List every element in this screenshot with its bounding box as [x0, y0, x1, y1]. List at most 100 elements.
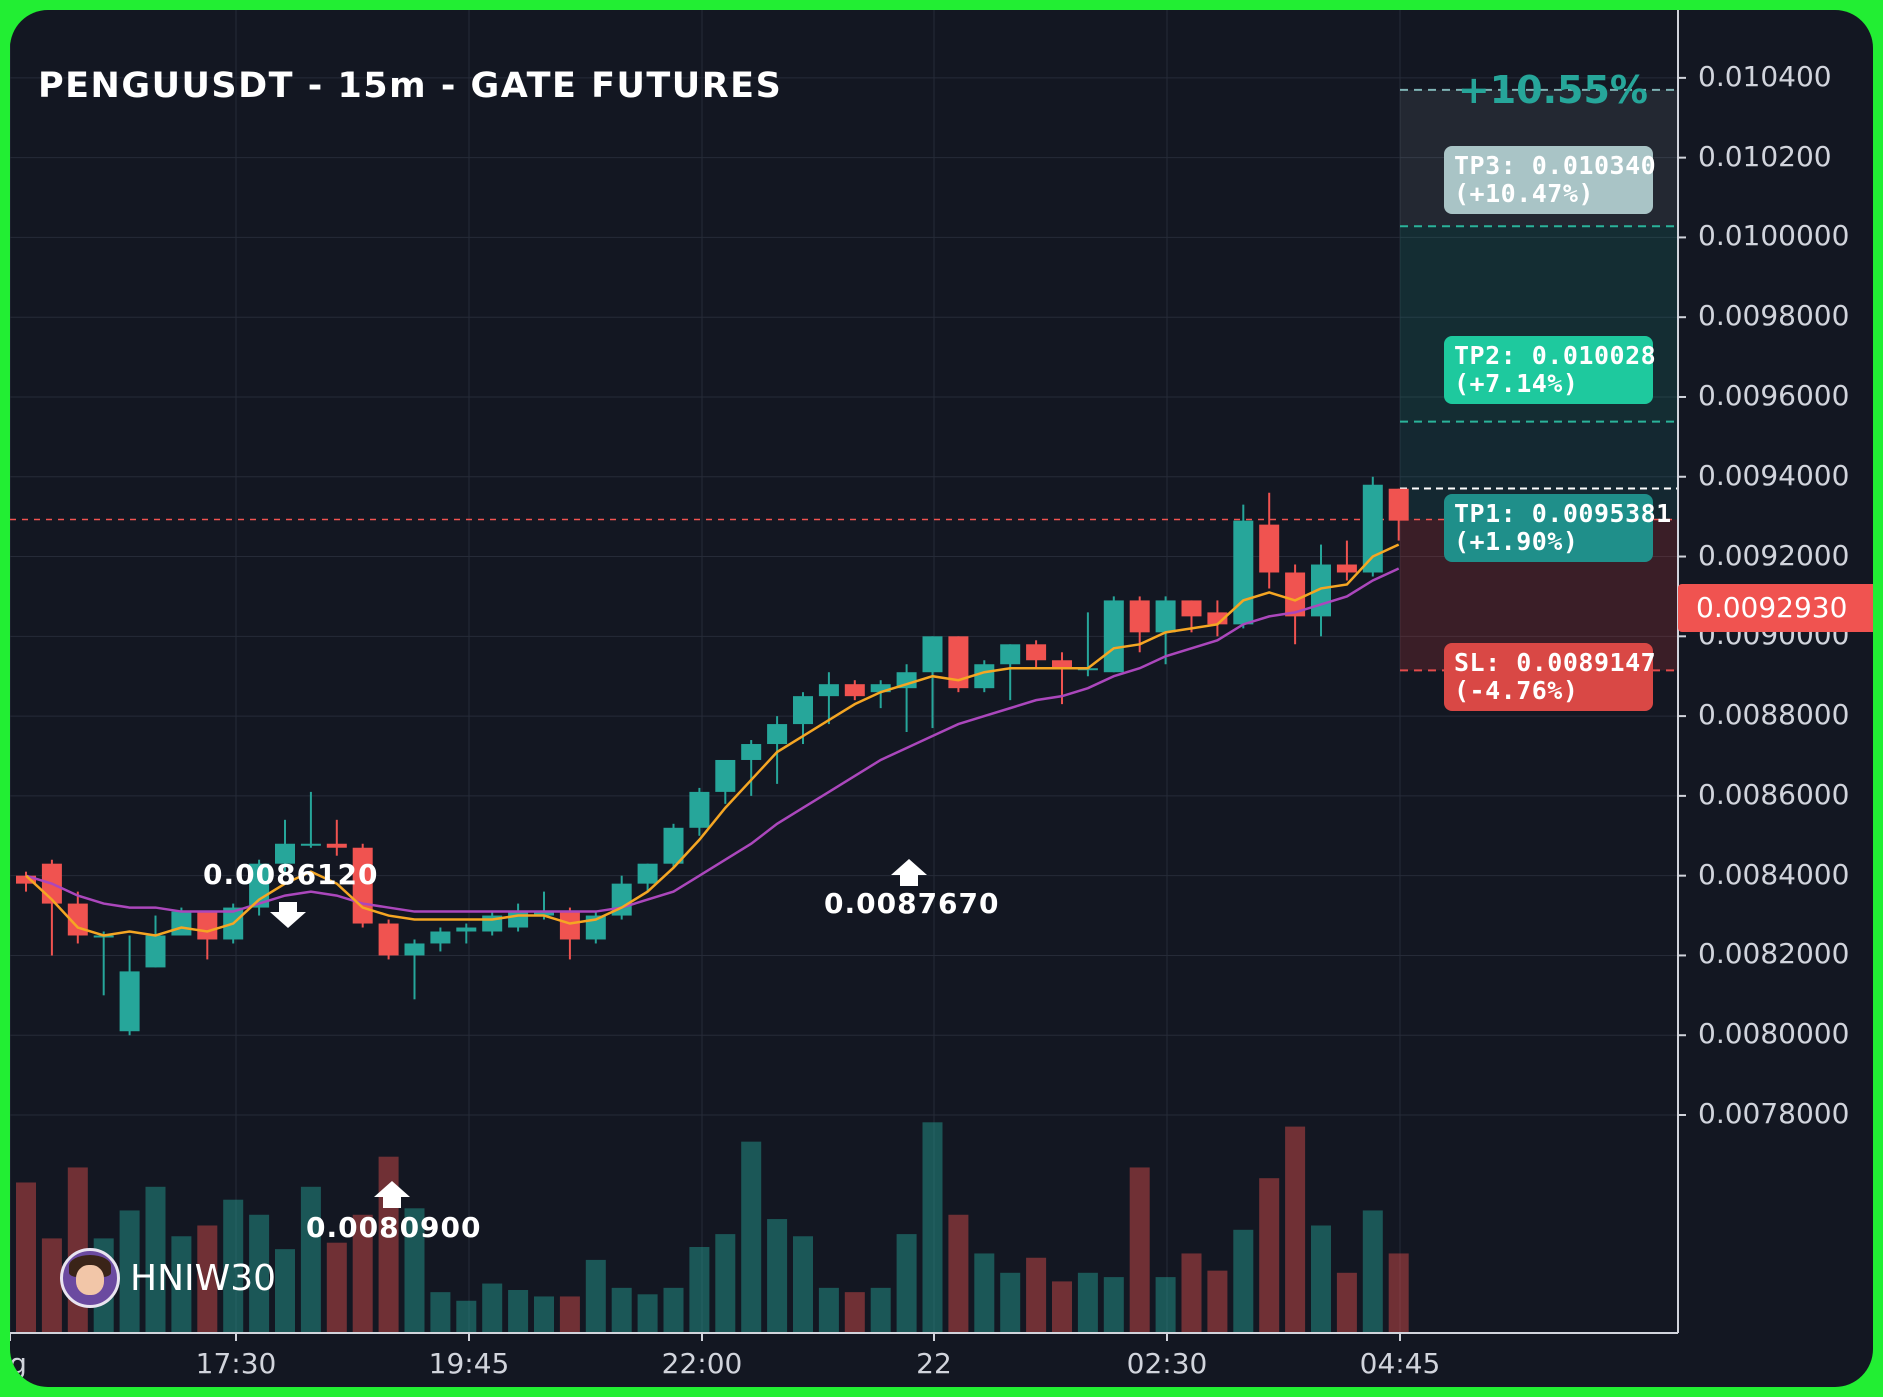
chart-title: PENGUUSDT - 15m - GATE FUTURES — [38, 66, 783, 106]
tp3-box: TP3: 0.010340 (+10.47%) — [1444, 146, 1657, 214]
candle-body — [715, 759, 736, 792]
arrow-down-icon — [270, 902, 306, 928]
candle-body — [145, 935, 166, 968]
candle-body — [948, 636, 969, 689]
candle-body — [974, 664, 995, 689]
volume-bar — [482, 1283, 503, 1333]
price-tick-label: 0.010400 — [1698, 59, 1832, 93]
tp-sl-zones — [10, 88, 1678, 672]
tp3-percent: (+10.47%) — [1454, 179, 1594, 208]
chart-frame: PENGUUSDT - 15m - GATE FUTURES +10.55% T… — [10, 10, 1873, 1387]
tp1-percent: (+1.90%) — [1454, 527, 1579, 556]
axes — [10, 10, 1686, 1341]
volume-bar — [1129, 1167, 1150, 1333]
candles — [16, 476, 1409, 1036]
candle-body — [870, 684, 891, 693]
sl-percent: (-4.76%) — [1454, 676, 1579, 705]
volume-bar — [145, 1186, 166, 1333]
volume-bar — [508, 1290, 529, 1333]
candle-body — [404, 943, 425, 956]
volume-bar — [611, 1287, 632, 1333]
volume-bar — [948, 1214, 969, 1333]
volume-bar — [16, 1182, 36, 1333]
volume-bar — [844, 1292, 865, 1333]
volume-bar — [1155, 1277, 1176, 1333]
candle-body — [378, 923, 399, 956]
price-tick-label: 0.0088000 — [1698, 698, 1850, 732]
candle-body — [456, 927, 477, 932]
volume-bar — [896, 1234, 917, 1333]
candle-body — [1000, 644, 1021, 665]
candle-body — [793, 696, 813, 725]
volume-bar — [326, 1242, 347, 1333]
candle-body — [1388, 488, 1409, 521]
volume-bar — [1000, 1272, 1021, 1333]
candle-body — [1336, 564, 1357, 573]
volume-bar — [974, 1253, 995, 1333]
price-tick-label: 0.0098000 — [1698, 299, 1850, 333]
candle-body — [663, 827, 684, 864]
time-tick-label: 22:00 — [661, 1347, 743, 1380]
candle-body — [922, 636, 943, 673]
arrow-up-icon — [374, 1181, 410, 1208]
watermark-text: HNIW30 — [130, 1257, 277, 1299]
price-tick-label: 0.0096000 — [1698, 378, 1850, 412]
candle-body — [67, 903, 88, 936]
ema-lines — [25, 543, 1400, 937]
price-tick-label: 0.0092000 — [1698, 538, 1850, 572]
low-marker-label: 0.0080900 — [306, 1211, 482, 1244]
time-tick-label: 04:45 — [1359, 1347, 1441, 1380]
target-percent: +10.55% — [1457, 68, 1648, 112]
volume-bar — [456, 1300, 477, 1333]
candle-body — [1233, 520, 1254, 625]
candle-body — [559, 911, 580, 940]
volume-bar — [41, 1238, 62, 1333]
volume-bar — [378, 1156, 399, 1333]
candle-body — [767, 724, 788, 745]
candle-body — [508, 911, 529, 928]
volume-bar — [689, 1247, 710, 1333]
candle-body — [275, 843, 295, 864]
tp2-box: TP2: 0.010028 (+7.14%) — [1444, 336, 1657, 404]
tp3-price: TP3: 0.010340 — [1454, 151, 1657, 180]
volume-bar — [1233, 1229, 1254, 1333]
price-tick-label: 0.0082000 — [1698, 937, 1850, 971]
tp2-percent: (+7.14%) — [1454, 369, 1579, 398]
volume-bar — [715, 1234, 736, 1333]
tp1-box: TP1: 0.0095381 (+1.90%) — [1444, 494, 1671, 562]
volume-bar — [741, 1141, 762, 1333]
volume-bar — [922, 1122, 943, 1333]
current-price-tag: 0.0092930 — [1678, 584, 1873, 632]
entry-marker-label: 0.0087670 — [824, 887, 1000, 920]
arrow-up-icon — [891, 859, 927, 886]
candle-body — [1207, 612, 1228, 625]
volume-bar — [870, 1287, 891, 1333]
candle-body — [1103, 600, 1124, 673]
time-tick-label: 19:45 — [428, 1347, 510, 1380]
candle-body — [896, 672, 917, 689]
volume-bar — [1362, 1210, 1383, 1333]
volume-bar — [171, 1236, 192, 1333]
volume-bar — [793, 1236, 813, 1333]
volume-bar — [663, 1287, 684, 1333]
price-tick-label: 0.0084000 — [1698, 857, 1850, 891]
volume-bar — [352, 1214, 373, 1333]
tp2-price: TP2: 0.010028 — [1454, 341, 1657, 370]
candle-body — [171, 911, 192, 936]
volume-bar — [1052, 1281, 1072, 1333]
candle-body — [1285, 572, 1306, 617]
volume-bar — [249, 1214, 270, 1333]
volume-bar — [585, 1259, 606, 1333]
volume-bar — [1311, 1225, 1331, 1333]
candle-body — [637, 863, 658, 884]
volume-bar — [1026, 1257, 1047, 1333]
candle-body — [741, 744, 762, 760]
volume-bar — [404, 1208, 425, 1333]
watermark: HNIW30 — [60, 1248, 276, 1308]
volume-bar — [534, 1296, 554, 1333]
volume-bar — [1285, 1126, 1306, 1333]
volume-bar — [1077, 1272, 1098, 1333]
candle-body — [300, 843, 321, 846]
candle-body — [1129, 600, 1150, 633]
time-tick-label: 17:30 — [195, 1347, 277, 1380]
